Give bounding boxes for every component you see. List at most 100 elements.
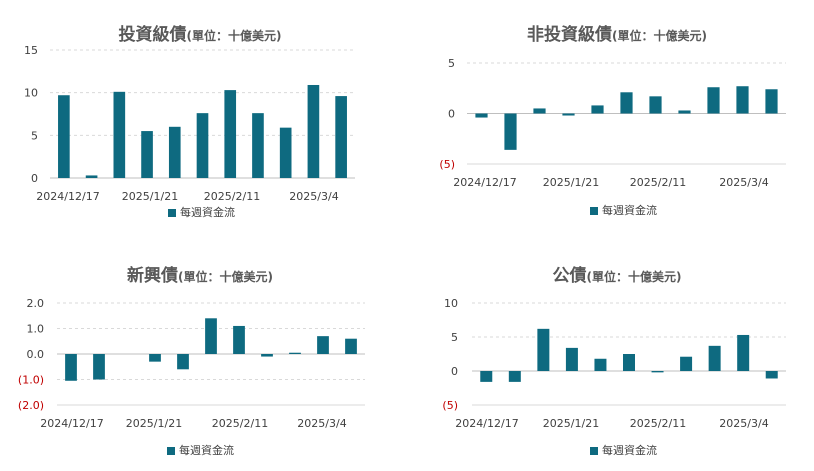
x-tick-label: 2025/2/11	[630, 176, 686, 189]
x-tick-label: 2025/1/21	[543, 176, 599, 189]
x-tick-label: 2024/12/17	[453, 176, 516, 189]
chart-legend: 每週資金流	[590, 442, 657, 458]
bar	[508, 371, 521, 382]
bar	[65, 354, 77, 381]
y-tick-label: (1.0)	[18, 374, 44, 387]
bar	[93, 354, 105, 380]
x-tick-label: 2025/1/21	[122, 190, 178, 203]
x-tick-label: 2025/3/4	[719, 417, 768, 430]
chart-title: 非投資級債(單位：十億美元)	[420, 20, 814, 45]
x-tick-label: 2025/2/11	[204, 190, 260, 203]
y-tick-label: 5	[31, 129, 38, 142]
bar-chart-emerging: (2.0) (1.0) 0.0 1.0 2.0 2024/12/17 2025/1/21 20…	[18, 297, 365, 430]
bar	[233, 325, 245, 354]
bar	[261, 354, 273, 357]
bar	[649, 96, 662, 114]
y-tick-label: 10	[444, 297, 458, 310]
y-tick-label: 5	[448, 57, 455, 70]
y-tick-label: (5)	[439, 158, 455, 171]
chart-title: 新興債(單位：十億美元)	[0, 261, 400, 286]
chart-panel-high-yield: 非投資級債(單位：十億美元) (5) 0 5 2024/12/17 2025/1/21 2…	[410, 0, 814, 235]
bar	[765, 371, 778, 379]
bar	[289, 352, 301, 354]
bar	[196, 113, 209, 178]
bar	[141, 131, 153, 178]
legend-swatch	[168, 208, 176, 217]
chart-legend: 每週資金流	[167, 442, 234, 458]
chart-legend: 每週資金流	[168, 204, 235, 220]
bar	[737, 334, 750, 371]
legend-label: 每週資金流	[180, 206, 235, 219]
chart-title-main: 新興債	[127, 266, 178, 286]
y-tick-label: 5	[451, 331, 458, 344]
y-tick-label: 0	[31, 172, 38, 185]
y-tick-label: 2.0	[27, 297, 45, 310]
y-tick-label: (2.0)	[18, 399, 44, 412]
chart-title-main: 公債	[552, 266, 587, 286]
x-tick-label: 2025/3/4	[719, 176, 768, 189]
legend-swatch	[167, 446, 175, 455]
x-tick-label: 2025/2/11	[630, 417, 686, 430]
bar	[537, 328, 550, 371]
y-tick-label: 0	[448, 108, 455, 121]
x-tick-label: 2025/1/21	[126, 417, 182, 430]
bar	[168, 126, 181, 178]
chart-title-unit: (單位：十億美元)	[612, 29, 707, 43]
bar	[623, 354, 635, 371]
bar	[177, 354, 189, 370]
bar	[480, 371, 493, 382]
chart-title-unit: (單位：十億美元)	[178, 270, 273, 284]
bar	[708, 345, 721, 371]
bar	[680, 356, 693, 371]
chart-legend: 每週資金流	[590, 202, 657, 218]
bar	[736, 86, 749, 114]
bar	[594, 358, 607, 371]
chart-panel-emerging: 新興債(單位：十億美元) (2.0) (1.0) 0.0 1.0 2.0 2024/12/…	[0, 235, 410, 471]
bar	[475, 113, 488, 118]
bar	[307, 84, 320, 178]
bar	[205, 318, 217, 354]
legend-swatch	[590, 206, 598, 215]
bar	[707, 87, 720, 114]
bar	[562, 113, 575, 116]
x-tick-label: 2025/3/4	[289, 190, 338, 203]
x-tick-label: 2025/1/21	[543, 417, 599, 430]
legend-label: 每週資金流	[602, 204, 657, 217]
bar	[504, 113, 517, 150]
bar	[651, 371, 664, 373]
chart-title-main: 投資級債	[118, 25, 187, 45]
bar	[533, 108, 546, 114]
y-tick-label: (5)	[442, 399, 458, 412]
legend-label: 每週資金流	[179, 444, 234, 457]
chart-title: 投資級債(單位：十億美元)	[0, 20, 400, 45]
x-tick-label: 2025/3/4	[297, 417, 346, 430]
x-tick-label: 2024/12/17	[455, 417, 518, 430]
y-tick-label: 0	[451, 365, 458, 378]
chart-title: 公債(單位：十億美元)	[420, 261, 814, 286]
y-tick-label: 15	[24, 44, 38, 57]
bar	[565, 347, 578, 371]
bar	[345, 338, 357, 354]
y-tick-label: 1.0	[27, 323, 45, 336]
x-tick-label: 2024/12/17	[36, 190, 99, 203]
chart-title-unit: (單位：十億美元)	[186, 29, 282, 43]
bar-chart-government: (5) 0 5 10 2024/12/17 2025/1/21 2025/2/11 2025/…	[442, 297, 786, 430]
bar	[85, 175, 98, 178]
bar	[58, 95, 70, 178]
bar	[591, 105, 604, 114]
bar-chart-high-yield: (5) 0 5 2024/12/17 2025/1/21 2025/2/11 2025/3/…	[439, 57, 786, 189]
chart-panel-government: 公債(單位：十億美元) (5) 0 5 10 2024/12/17 2025/1/21 20…	[410, 235, 814, 471]
bar	[279, 127, 292, 178]
bar	[678, 110, 691, 114]
bar	[620, 92, 633, 114]
bar-chart-investment-grade: 0 5 10 15 2024/12/17 2025/1/21 2025/2/11 2025/3…	[24, 44, 355, 203]
y-tick-label: 0.0	[27, 348, 45, 361]
bar	[335, 96, 347, 178]
y-tick-label: 10	[24, 87, 38, 100]
x-tick-label: 2025/2/11	[212, 417, 268, 430]
bar	[317, 336, 329, 354]
bar	[113, 91, 126, 178]
bar	[149, 354, 161, 362]
bar	[224, 90, 237, 178]
bar	[252, 113, 264, 178]
